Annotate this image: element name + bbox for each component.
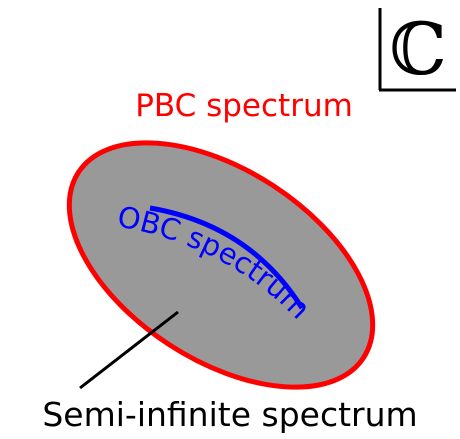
pointer-line (79, 310, 179, 390)
pbc-ellipse (66, 140, 376, 390)
semi-infinite-label: Semi-infinite spectrum (42, 395, 417, 434)
pbc-label: PBC spectrum (135, 88, 353, 124)
complex-plane-symbol: ℂ (389, 7, 446, 91)
obc-arc (149, 205, 305, 310)
